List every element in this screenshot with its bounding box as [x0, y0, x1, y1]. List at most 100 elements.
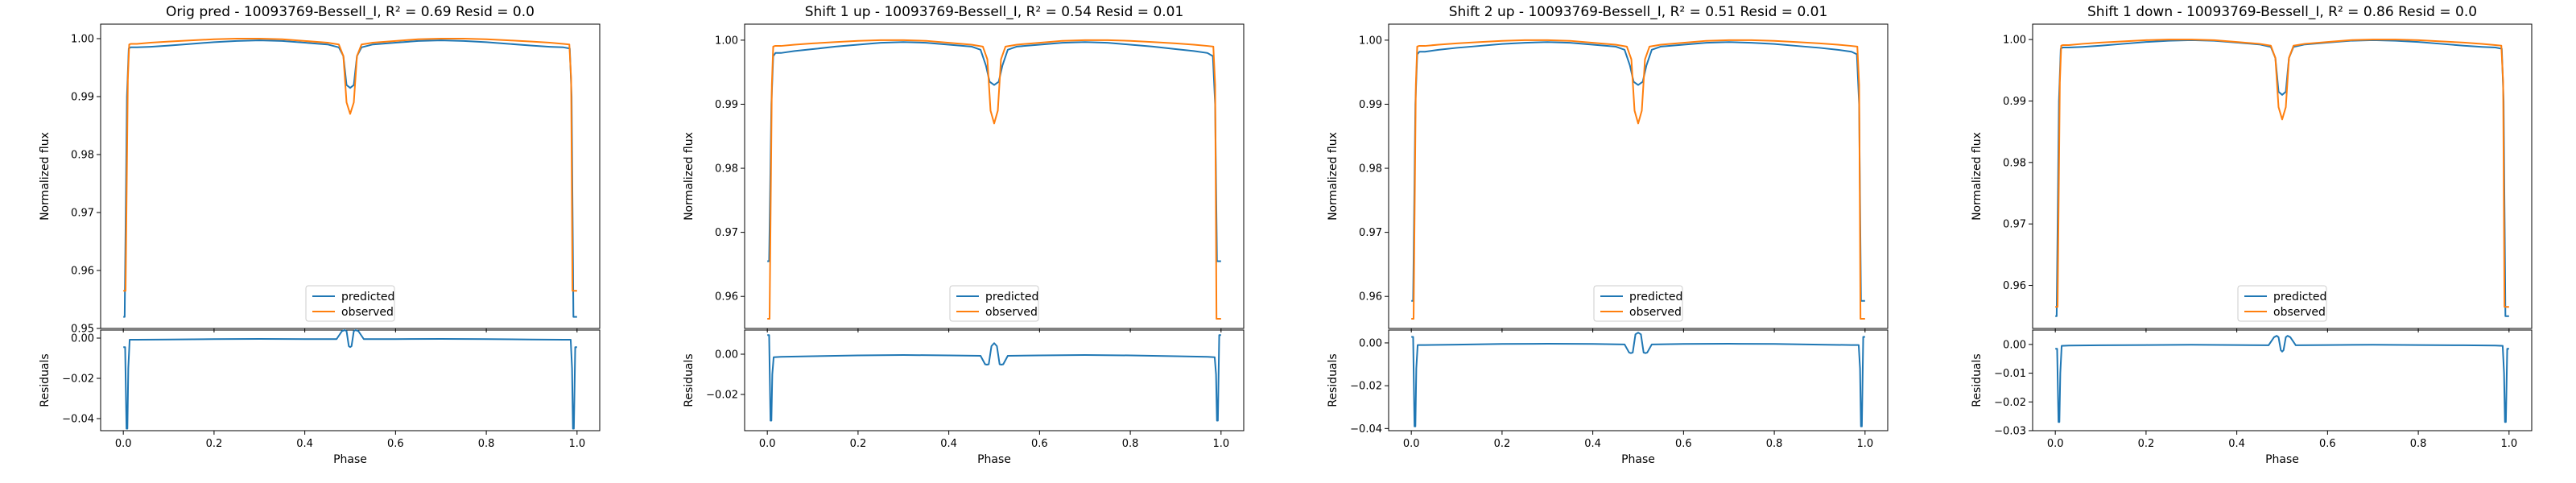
y-tick-label: 0.98: [2003, 157, 2026, 169]
main-axes-frame: [100, 23, 601, 329]
residual-axes-frame: [1388, 329, 1889, 431]
residual-y-axis-label: Residuals: [1327, 353, 1340, 407]
x-tick-label: 0.6: [1031, 438, 1048, 450]
y-tick-label: 0.97: [71, 208, 94, 220]
residual-y-tick-label: −0.04: [1350, 423, 1382, 436]
panel-title: Orig pred - 10093769-Bessell_I, R² = 0.6…: [166, 4, 535, 20]
panel-3: Shift 2 up - 10093769-Bessell_I, R² = 0.…: [1327, 4, 1889, 466]
x-tick-label: 0.2: [2138, 438, 2155, 450]
y-tick-label: 0.99: [1359, 99, 1382, 111]
x-tick-label: 0.0: [115, 438, 132, 450]
panel-4: Shift 1 down - 10093769-Bessell_I, R² = …: [1971, 4, 2533, 466]
y-axis-label: Normalized flux: [1327, 132, 1340, 221]
residual-axes-frame: [2032, 329, 2533, 431]
y-tick-label: 1.00: [71, 34, 94, 46]
x-tick-label: 0.4: [296, 438, 313, 450]
panel-title: Shift 1 down - 10093769-Bessell_I, R² = …: [2087, 4, 2477, 20]
x-tick-label: 1.0: [1856, 438, 1873, 450]
residual-y-tick-label: 0.00: [2003, 339, 2026, 351]
y-tick-label: 0.98: [715, 163, 738, 175]
x-axis-label: Phase: [2265, 453, 2299, 466]
x-tick-label: 0.4: [2228, 438, 2245, 450]
panel-title: Shift 2 up - 10093769-Bessell_I, R² = 0.…: [1449, 4, 1828, 20]
series-line-observed: [2055, 39, 2509, 308]
series-line-predicted: [1411, 41, 1865, 302]
residual-y-tick-label: −0.02: [706, 390, 738, 402]
x-tick-label: 0.6: [1675, 438, 1692, 450]
y-tick-label: 1.00: [1359, 35, 1382, 47]
residual-line: [123, 329, 577, 430]
x-tick-label: 0.8: [2410, 438, 2427, 450]
x-tick-label: 0.2: [1494, 438, 1511, 450]
series-line-predicted: [123, 39, 577, 318]
series-line-predicted: [2055, 39, 2509, 317]
x-tick-label: 0.6: [387, 438, 404, 450]
series-line-observed: [1411, 39, 1865, 320]
legend-label-predicted: predicted: [1629, 291, 1682, 303]
x-tick-label: 0.0: [2047, 438, 2064, 450]
legend-label-predicted: predicted: [985, 291, 1038, 303]
legend-label-predicted: predicted: [341, 291, 394, 303]
y-tick-label: 0.97: [715, 227, 738, 239]
residual-y-tick-label: 0.00: [71, 333, 94, 345]
figure-panels: Orig pred - 10093769-Bessell_I, R² = 0.6…: [39, 4, 2533, 466]
x-tick-label: 0.0: [1403, 438, 1420, 450]
main-axes-frame: [744, 23, 1245, 329]
x-tick-label: 0.8: [1122, 438, 1139, 450]
x-tick-label: 1.0: [568, 438, 585, 450]
residual-y-tick-label: −0.02: [1994, 397, 2026, 409]
legend-label-predicted: predicted: [2273, 291, 2326, 303]
y-axis-label: Normalized flux: [683, 132, 696, 221]
residual-line: [1411, 332, 1865, 427]
main-axes-frame: [1388, 23, 1889, 329]
legend-label-observed: observed: [341, 306, 394, 319]
x-tick-label: 0.4: [1584, 438, 1601, 450]
x-tick-label: 0.8: [478, 438, 495, 450]
residual-y-tick-label: −0.02: [1350, 381, 1382, 393]
y-tick-label: 0.98: [1359, 163, 1382, 175]
residual-y-tick-label: −0.01: [1994, 368, 2026, 380]
legend: predicted observed: [2237, 285, 2327, 322]
y-tick-label: 0.96: [1359, 291, 1382, 303]
x-tick-label: 0.6: [2319, 438, 2336, 450]
residual-line: [767, 334, 1221, 422]
x-tick-label: 0.8: [1766, 438, 1783, 450]
x-tick-label: 0.0: [759, 438, 776, 450]
residual-y-tick-label: −0.04: [62, 414, 94, 426]
series-line-observed: [767, 39, 1221, 320]
y-tick-label: 1.00: [2003, 35, 2026, 47]
y-tick-label: 0.97: [1359, 227, 1382, 239]
residual-axes-frame: [744, 329, 1245, 431]
panel-2: Shift 1 up - 10093769-Bessell_I, R² = 0.…: [683, 4, 1245, 466]
residual-axes-frame: [100, 329, 601, 431]
x-tick-label: 0.2: [206, 438, 223, 450]
legend: predicted observed: [1593, 285, 1683, 322]
y-tick-label: 0.95: [71, 324, 94, 336]
y-tick-label: 0.96: [71, 266, 94, 278]
y-tick-label: 0.99: [2003, 96, 2026, 108]
panel-title: Shift 1 up - 10093769-Bessell_I, R² = 0.…: [805, 4, 1184, 20]
legend: predicted observed: [949, 285, 1039, 322]
legend-label-observed: observed: [1629, 306, 1682, 319]
y-tick-label: 0.96: [2003, 280, 2026, 292]
y-tick-label: 0.96: [715, 291, 738, 303]
x-axis-label: Phase: [977, 453, 1011, 466]
main-axes-frame: [2032, 23, 2533, 329]
legend: predicted observed: [305, 285, 395, 322]
y-axis-label: Normalized flux: [39, 132, 52, 221]
x-tick-label: 1.0: [1212, 438, 1229, 450]
residual-y-axis-label: Residuals: [683, 353, 696, 407]
y-tick-label: 0.99: [715, 99, 738, 111]
residual-y-tick-label: 0.00: [715, 349, 738, 361]
panel-1: Orig pred - 10093769-Bessell_I, R² = 0.6…: [39, 4, 601, 466]
residual-y-axis-label: Residuals: [1971, 353, 1984, 407]
y-axis-label: Normalized flux: [1971, 132, 1984, 221]
residual-y-tick-label: −0.02: [62, 374, 94, 386]
residual-y-tick-label: 0.00: [1359, 337, 1382, 349]
residual-line: [2055, 335, 2509, 423]
y-tick-label: 0.97: [2003, 219, 2026, 231]
residual-y-axis-label: Residuals: [39, 353, 52, 407]
x-tick-label: 0.2: [850, 438, 867, 450]
y-tick-label: 1.00: [715, 35, 738, 47]
